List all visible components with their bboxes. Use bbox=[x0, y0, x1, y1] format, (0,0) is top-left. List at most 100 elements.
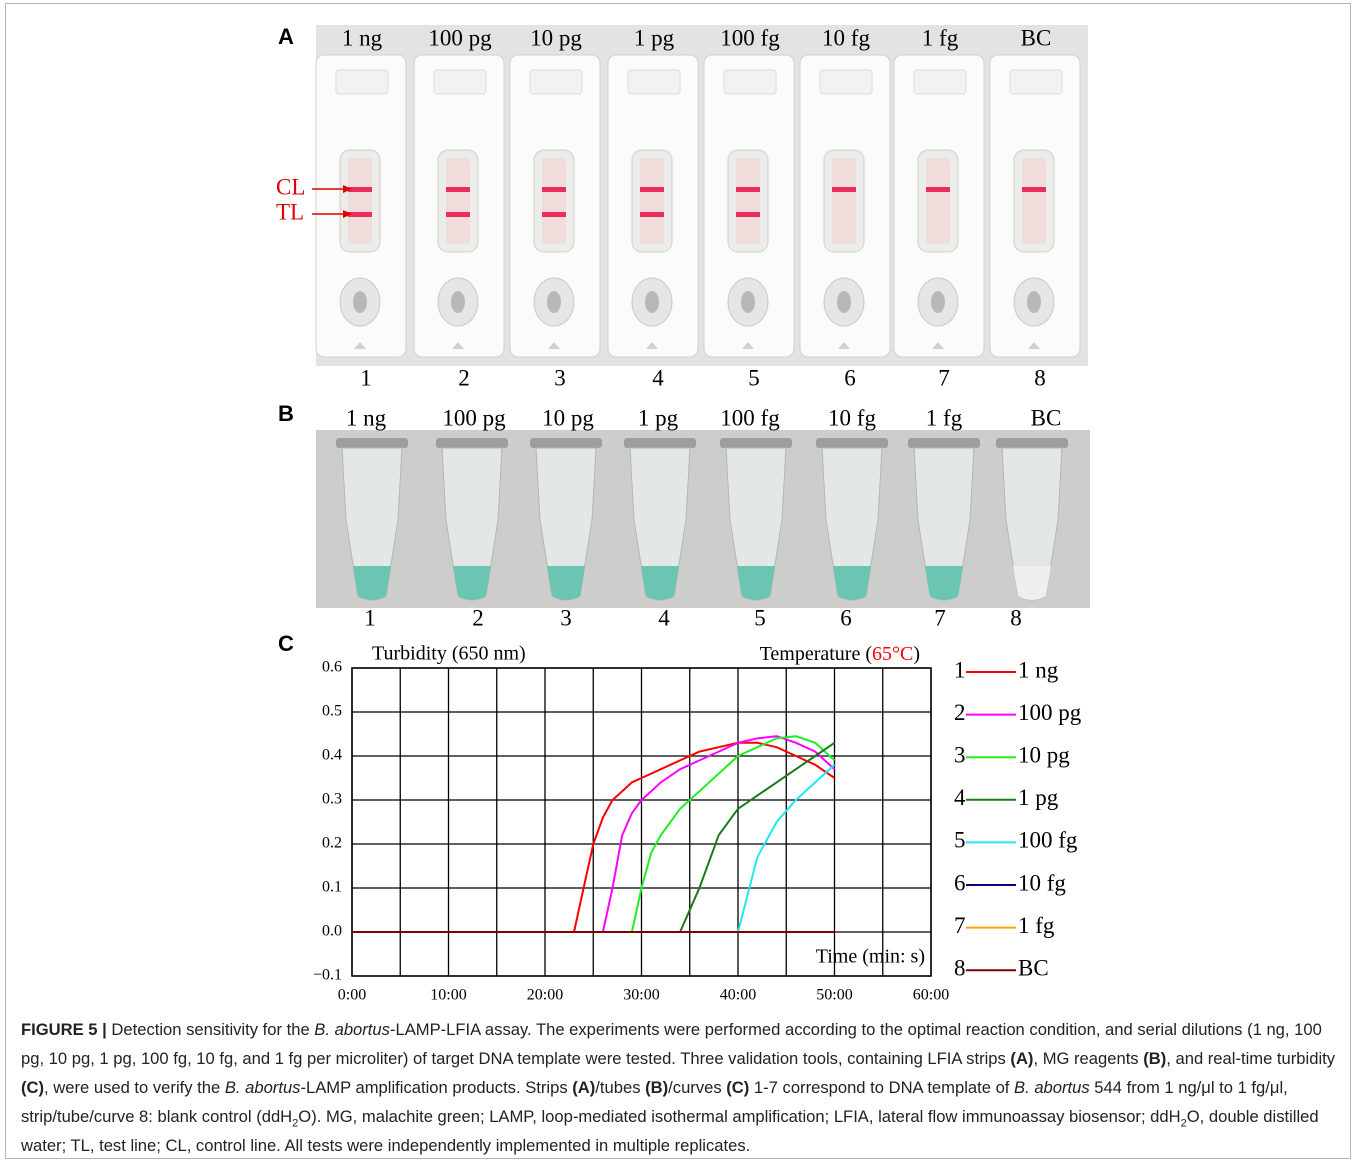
caption-segment: (A) bbox=[572, 1078, 596, 1097]
tube-cap bbox=[720, 438, 792, 448]
annotation-part: Temperature ( bbox=[760, 643, 873, 665]
strips bbox=[315, 54, 1081, 358]
legend-label: 10 fg bbox=[1018, 870, 1066, 895]
panel-letter: B bbox=[278, 401, 294, 426]
y-tick-label: 0.5 bbox=[322, 703, 342, 720]
strip-label: 10 pg bbox=[530, 25, 582, 50]
control-line bbox=[542, 187, 566, 192]
turbidity-chart: −0.1 0.0 0.1 0.2 0.3 0.4 0.5 0.6 0:00 10:00 20:00 3… bbox=[313, 643, 1082, 1004]
temperature-annotation: Temperature (65°C) bbox=[760, 643, 920, 665]
legend-label: 10 pg bbox=[1018, 742, 1070, 767]
caption-segment: (C) bbox=[21, 1078, 45, 1097]
y-tick-label: 0.1 bbox=[322, 879, 342, 896]
strip-number: 8 bbox=[1034, 365, 1046, 390]
tube-liquid bbox=[453, 566, 491, 600]
caption-segment: -LAMP-LFIA assay. The experiments were p… bbox=[21, 1020, 1322, 1068]
caption-segment: B. abortus bbox=[314, 1020, 390, 1039]
caption-segment: 2 bbox=[1180, 1117, 1187, 1130]
legend-label: 100 pg bbox=[1018, 700, 1082, 725]
y-tick-label: 0.0 bbox=[322, 923, 342, 940]
tube-label: 1 fg bbox=[926, 405, 963, 430]
caption-segment: B. abortus bbox=[224, 1078, 301, 1097]
tube-number: 5 bbox=[754, 605, 766, 630]
tube-cap bbox=[336, 438, 408, 448]
caption-segment: /curves bbox=[668, 1078, 727, 1097]
legend-number: 8 bbox=[954, 955, 966, 980]
plot-frame bbox=[351, 667, 932, 977]
caption-segment: (A) bbox=[1010, 1049, 1034, 1068]
x-tick-label: 0:00 bbox=[338, 987, 366, 1004]
legend-label: 1 ng bbox=[1018, 657, 1059, 682]
tube-liquid bbox=[353, 566, 391, 600]
test-line bbox=[542, 212, 566, 217]
strip-label-area bbox=[627, 69, 681, 95]
tube-liquid bbox=[547, 566, 585, 600]
tube-number: 6 bbox=[840, 605, 852, 630]
sample-hole bbox=[645, 291, 659, 313]
caption-segment: 1-7 correspond to DNA template of bbox=[749, 1078, 1015, 1097]
arrow-mark bbox=[548, 342, 560, 349]
legend-number: 5 bbox=[954, 828, 966, 853]
tube-label: 1 pg bbox=[638, 405, 679, 430]
sample-hole bbox=[837, 291, 851, 313]
strip-label: 1 fg bbox=[922, 25, 959, 50]
caption-segment: , were used to verify the bbox=[44, 1078, 225, 1097]
test-line bbox=[446, 212, 470, 217]
y-tick-label: 0.6 bbox=[322, 659, 342, 676]
strip-window bbox=[926, 158, 950, 244]
strip-label: 10 fg bbox=[822, 25, 870, 50]
strip-number: 1 bbox=[360, 365, 372, 390]
y-tick-label: 0.4 bbox=[322, 747, 342, 764]
control-line bbox=[832, 187, 856, 192]
legend-number: 3 bbox=[954, 742, 966, 767]
test-line bbox=[348, 212, 372, 217]
sample-hole bbox=[451, 291, 465, 313]
tube-liquid bbox=[737, 566, 775, 600]
legend-label: BC bbox=[1018, 955, 1049, 980]
tube-cap bbox=[624, 438, 696, 448]
figure: A B C −0.1 0.0 0.1 0.2 0.3 0.4 0.5 0.6 0:00 10:00… bbox=[276, 24, 1090, 1004]
annotation-part: ) bbox=[913, 643, 920, 665]
legend-label: 1 fg bbox=[1018, 913, 1055, 938]
caption-segment: (C) bbox=[726, 1078, 750, 1097]
y-tick-label: 0.3 bbox=[322, 791, 342, 808]
tube-liquid bbox=[833, 566, 871, 600]
y-axis-title: Turbidity (650 nm) bbox=[372, 643, 526, 665]
tube-label: 10 fg bbox=[828, 405, 876, 430]
strip-label: 100 fg bbox=[720, 25, 780, 50]
x-axis-title: Time (min: s) bbox=[816, 946, 925, 968]
strip-window bbox=[446, 158, 470, 244]
arrow-mark bbox=[742, 342, 754, 349]
strip-window bbox=[542, 158, 566, 244]
y-tick-label: −0.1 bbox=[313, 967, 342, 984]
strip-label: BC bbox=[1021, 25, 1052, 50]
legend-number: 4 bbox=[954, 785, 966, 810]
sample-hole bbox=[353, 291, 367, 313]
strip-window bbox=[736, 158, 760, 244]
arrow-mark bbox=[646, 342, 658, 349]
caption-segment: , and real-time turbidity bbox=[1166, 1049, 1336, 1068]
tube-number: 2 bbox=[472, 605, 484, 630]
sample-hole bbox=[931, 291, 945, 313]
tube-label: 100 fg bbox=[720, 405, 780, 430]
tube-cap bbox=[530, 438, 602, 448]
x-tick-label: 60:00 bbox=[913, 987, 949, 1004]
tube-label: BC bbox=[1031, 405, 1062, 430]
strip-label-area bbox=[335, 69, 389, 95]
x-tick-label: 50:00 bbox=[816, 987, 852, 1004]
strip-label-area bbox=[819, 69, 873, 95]
sample-hole bbox=[547, 291, 561, 313]
panel-letter: C bbox=[278, 631, 294, 656]
legend-number: 7 bbox=[954, 913, 966, 938]
caption-segment: -LAMP amplification products. Strips bbox=[300, 1078, 573, 1097]
tube-cap bbox=[996, 438, 1068, 448]
caption-segment: FIGURE 5 | bbox=[21, 1020, 107, 1039]
caption-segment: O). MG, malachite green; LAMP, loop-medi… bbox=[298, 1107, 1181, 1126]
arrow-mark bbox=[452, 342, 464, 349]
tube-label: 100 pg bbox=[442, 405, 506, 430]
tube-liquid bbox=[925, 566, 963, 600]
tube-number: 1 bbox=[364, 605, 376, 630]
strip-window bbox=[348, 158, 372, 244]
y-tick-label: 0.2 bbox=[322, 835, 342, 852]
